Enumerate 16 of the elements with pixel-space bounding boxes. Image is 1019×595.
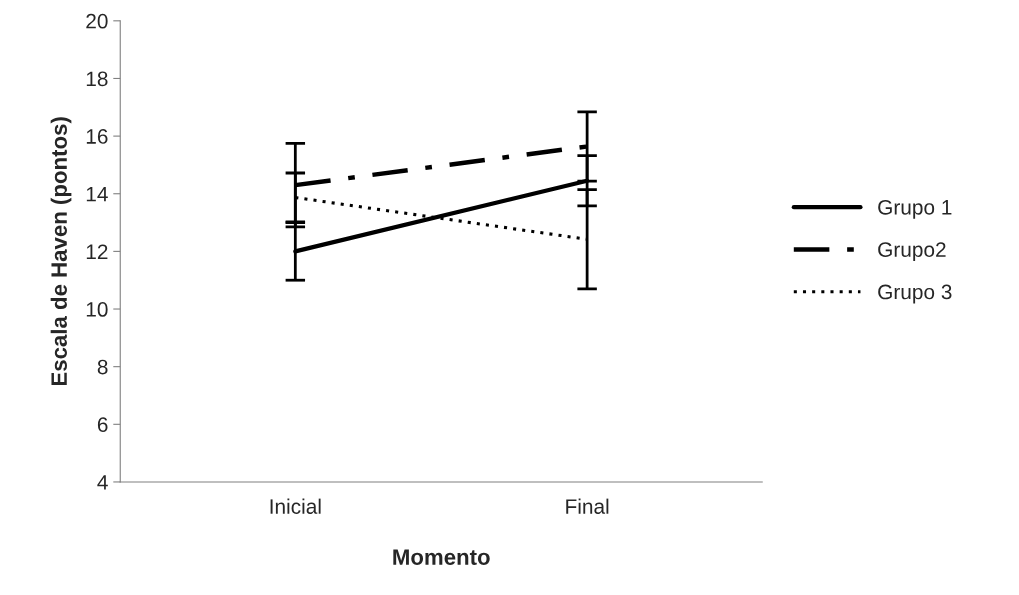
y-tick-label: 10 bbox=[86, 302, 108, 317]
y-tick-label: 12 bbox=[86, 244, 108, 259]
y-axis-title: Escala de Haven (pontos) bbox=[50, 117, 72, 386]
y-tick-label: 14 bbox=[86, 186, 108, 202]
y-tick-label: 20 bbox=[86, 13, 108, 29]
legend-label: Grupo2 bbox=[878, 242, 946, 262]
y-tick-label: 4 bbox=[97, 475, 108, 490]
x-tick-label: Final bbox=[566, 498, 609, 514]
y-tick-label: 16 bbox=[86, 129, 108, 144]
y-tick-label: 18 bbox=[86, 71, 108, 87]
y-tick-label: 8 bbox=[97, 359, 108, 375]
legend-label: Grupo 1 bbox=[878, 199, 952, 219]
y-tick-label: 6 bbox=[97, 417, 108, 433]
x-axis-title: Momento bbox=[393, 549, 490, 565]
legend-label: Grupo 3 bbox=[878, 284, 952, 304]
x-tick-label: Inicial bbox=[270, 498, 321, 514]
